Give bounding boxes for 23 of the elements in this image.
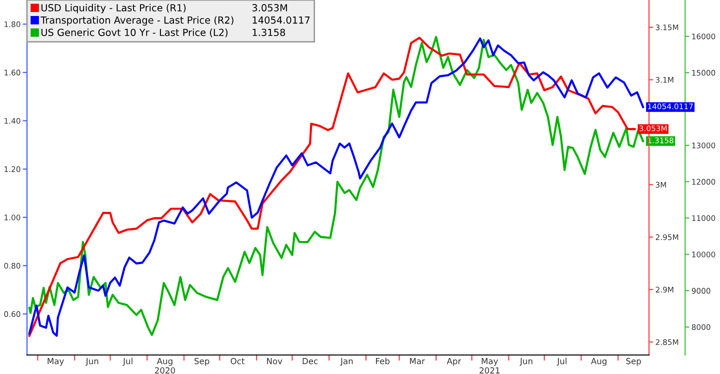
- x-tick-label: May 2021: [480, 358, 500, 374]
- x-tick-label: Oct: [230, 358, 245, 364]
- x-tick-label: Sep: [626, 358, 641, 366]
- text: 1.3158: [252, 28, 286, 36]
- legend-label: Transportation Average - Last Price (R2): [40, 16, 234, 26]
- x-tick-label: Dec: [302, 358, 318, 364]
- x-tick-label: May: [48, 358, 64, 366]
- x-tick-label: Aug: [590, 358, 606, 366]
- x-tick-label: Aug 2020: [154, 358, 176, 374]
- x-tick-label: Sep: [194, 358, 210, 366]
- x-tick-label: Jul: [556, 358, 566, 366]
- x-tick-label: Feb: [376, 358, 390, 364]
- legend-label: USD Liquidity - Last Price (R1): [41, 4, 186, 14]
- text: 3.053M: [252, 4, 287, 12]
- x-tick-label: Mar: [410, 358, 425, 364]
- x-tick-label: Apr: [446, 358, 462, 366]
- x-tick-label: Jun: [520, 358, 532, 366]
- text: 14054.0117: [252, 16, 310, 24]
- legend-label: US Generic Govt 10 Yr - Last Price (L2): [41, 28, 228, 38]
- x-tick-label: Nov: [267, 358, 282, 364]
- x-tick-label: Jul: [122, 358, 132, 366]
- x-tick-label: Jun: [85, 358, 98, 366]
- x-tick-label: Jan: [340, 358, 353, 366]
